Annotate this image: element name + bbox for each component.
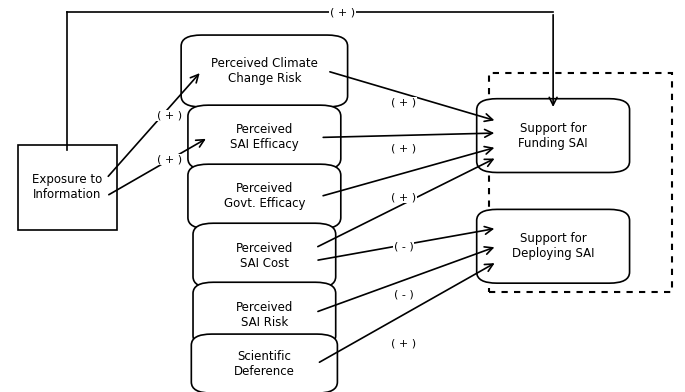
- Text: Scientific
Deference: Scientific Deference: [234, 350, 295, 377]
- Text: ( + ): ( + ): [157, 154, 182, 165]
- FancyBboxPatch shape: [193, 282, 336, 347]
- Text: ( + ): ( + ): [391, 143, 416, 154]
- Text: ( + ): ( + ): [391, 97, 416, 107]
- FancyBboxPatch shape: [488, 73, 672, 292]
- Text: ( + ): ( + ): [157, 110, 182, 120]
- Text: ( + ): ( + ): [391, 338, 416, 348]
- Text: Perceived
Govt. Efficacy: Perceived Govt. Efficacy: [223, 182, 305, 211]
- Text: Perceived
SAI Efficacy: Perceived SAI Efficacy: [230, 123, 299, 151]
- Text: Support for
Funding SAI: Support for Funding SAI: [519, 122, 588, 150]
- FancyBboxPatch shape: [193, 223, 336, 288]
- Text: Exposure to
Information: Exposure to Information: [32, 173, 103, 201]
- FancyBboxPatch shape: [477, 99, 630, 172]
- FancyBboxPatch shape: [181, 35, 347, 107]
- Text: Perceived
SAI Cost: Perceived SAI Cost: [236, 241, 293, 270]
- Text: ( - ): ( - ): [394, 241, 414, 251]
- Text: ( + ): ( + ): [330, 7, 355, 17]
- FancyBboxPatch shape: [188, 164, 341, 229]
- FancyBboxPatch shape: [18, 145, 116, 230]
- FancyBboxPatch shape: [188, 105, 341, 170]
- FancyBboxPatch shape: [191, 334, 338, 392]
- Text: Perceived
SAI Risk: Perceived SAI Risk: [236, 301, 293, 328]
- Text: ( - ): ( - ): [394, 290, 414, 300]
- FancyBboxPatch shape: [477, 209, 630, 283]
- Text: Perceived Climate
Change Risk: Perceived Climate Change Risk: [211, 57, 318, 85]
- Text: Support for
Deploying SAI: Support for Deploying SAI: [512, 232, 595, 260]
- Text: ( + ): ( + ): [391, 192, 416, 203]
